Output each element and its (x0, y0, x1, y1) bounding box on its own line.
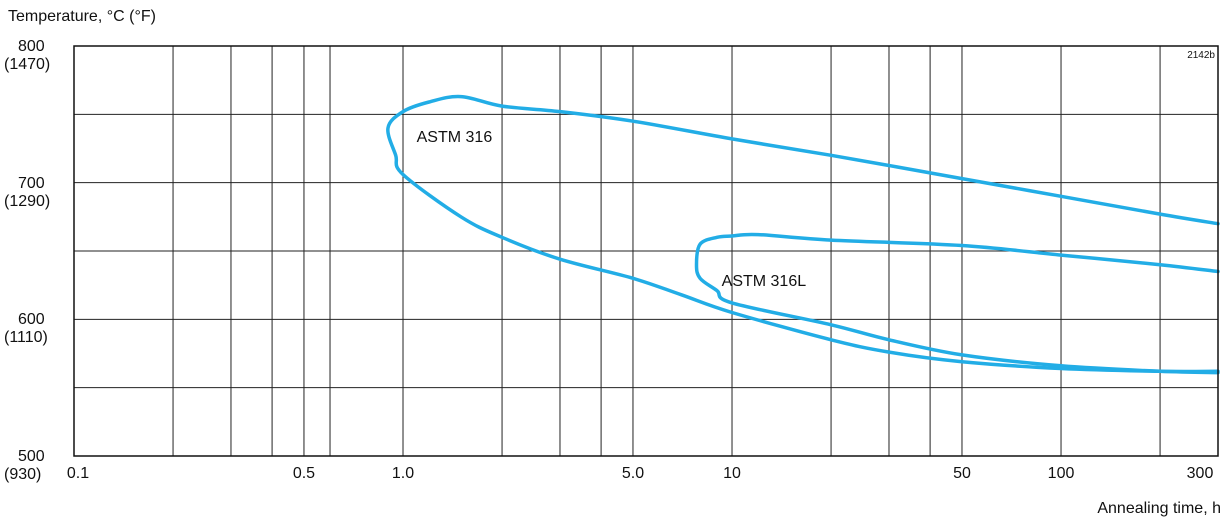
y-tick-fahrenheit: (1110) (4, 329, 48, 347)
y-tick-celsius: 500 (18, 448, 45, 465)
series-layer (386, 94, 1220, 375)
x-tick-label: 300 (1186, 465, 1214, 482)
y-tick-celsius: 700 (18, 174, 45, 192)
series-curve-astm-316l (694, 232, 1220, 375)
y-tick-label: 700 (1290) (4, 175, 68, 211)
x-tick-label: 1.0 (391, 465, 415, 482)
grid (74, 46, 1219, 456)
y-tick-fahrenheit: (930) (4, 466, 42, 483)
y-tick-label: 500 (930) (4, 448, 68, 484)
y-tick-label: 800 (1470) (4, 38, 68, 74)
y-tick-label: 600 (1110) (4, 311, 68, 347)
series-curve-astm-316 (386, 94, 1220, 374)
figure-reference-code: 2142b (1187, 50, 1215, 61)
y-axis-label: Temperature, °C (°F) (8, 8, 156, 25)
x-tick-label: 5.0 (621, 465, 645, 482)
y-tick-celsius: 600 (18, 311, 45, 329)
y-tick-fahrenheit: (1470) (4, 56, 51, 73)
x-tick-label: 0.5 (292, 465, 316, 482)
series-annotation: ASTM 316L (721, 273, 807, 291)
x-tick-label: 50 (953, 465, 971, 482)
y-tick-celsius: 800 (18, 38, 45, 55)
x-tick-label: 100 (1047, 465, 1075, 482)
y-tick-fahrenheit: (1290) (4, 192, 51, 210)
series-annotation: ASTM 316 (416, 128, 493, 146)
plot-frame (73, 45, 1219, 457)
x-tick-label: 10 (723, 465, 741, 482)
x-axis-label: Annealing time, h (1097, 500, 1221, 517)
x-tick-label: 0.1 (66, 465, 90, 482)
